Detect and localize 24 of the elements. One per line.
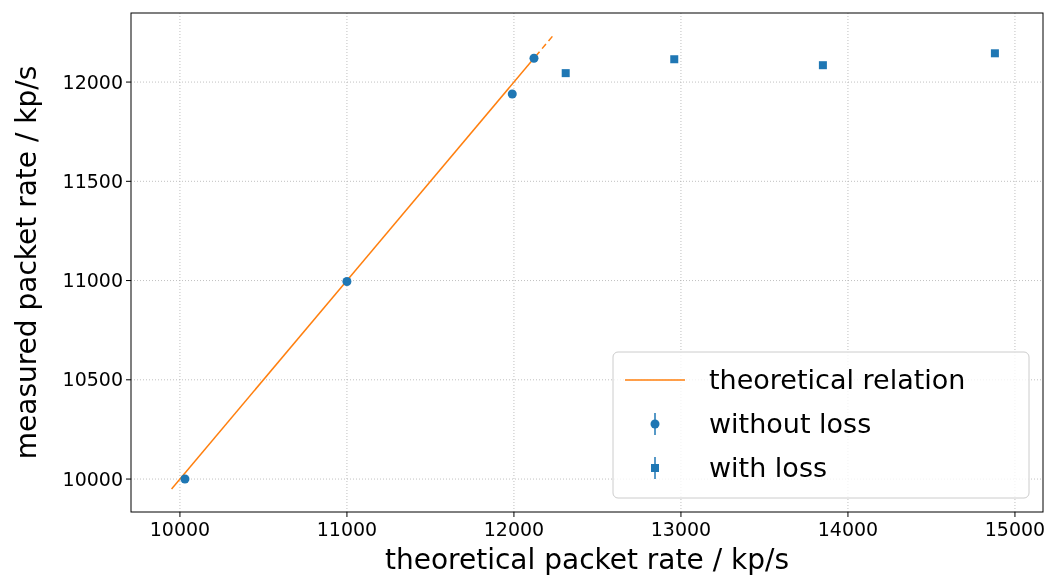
y-tick-label: 11000 <box>62 269 123 292</box>
y-axis-title: measured packet rate / kp/s <box>10 65 43 460</box>
y-tick-label: 11500 <box>62 169 123 192</box>
point <box>990 49 999 58</box>
point <box>818 61 827 70</box>
point <box>561 69 570 78</box>
legend-label: theoretical relation <box>709 364 966 396</box>
y-tick-label: 12000 <box>62 70 123 93</box>
y-tick-label: 10500 <box>62 368 123 391</box>
x-tick-label: 12000 <box>483 518 545 540</box>
x-tick-label: 11000 <box>316 518 378 540</box>
point <box>342 277 352 287</box>
x-tick-label: 13000 <box>650 518 712 540</box>
point <box>670 55 679 64</box>
x-axis-title: theoretical packet rate / kp/s <box>385 543 789 576</box>
x-tick-label: 14000 <box>817 518 879 540</box>
point <box>529 53 539 63</box>
x-tick-label: 15000 <box>984 518 1046 540</box>
legend-label: without loss <box>709 408 872 440</box>
point <box>507 89 517 99</box>
point <box>180 474 190 484</box>
legend-label: with loss <box>709 452 828 484</box>
x-tick-label: 10000 <box>149 518 211 540</box>
y-tick-label: 10000 <box>62 467 123 490</box>
